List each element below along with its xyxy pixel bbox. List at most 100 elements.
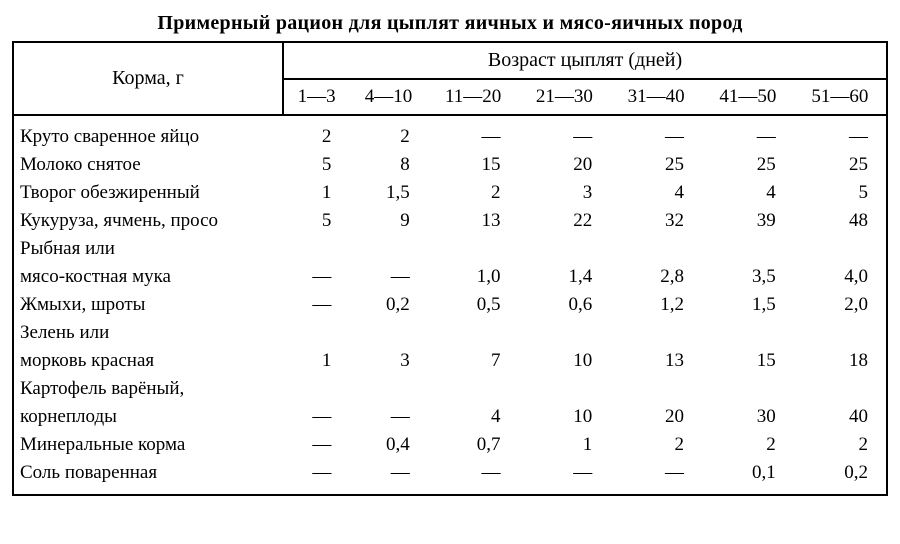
feed-value: 30 bbox=[702, 403, 794, 431]
feed-value: — bbox=[349, 459, 427, 495]
feed-value: — bbox=[610, 115, 702, 151]
table-row: Творог обезжиренный11,523445 bbox=[13, 179, 887, 207]
feed-value: 10 bbox=[518, 403, 610, 431]
feed-value: 20 bbox=[518, 151, 610, 179]
feed-value bbox=[283, 235, 349, 263]
feed-value: — bbox=[610, 459, 702, 495]
feed-value: 4 bbox=[702, 179, 794, 207]
feed-value: 2 bbox=[794, 431, 887, 459]
feed-label: Картофель варёный, bbox=[13, 375, 283, 403]
feed-label: Жмыхи, шроты bbox=[13, 291, 283, 319]
feed-label: морковь красная bbox=[13, 347, 283, 375]
feed-value bbox=[283, 375, 349, 403]
feed-value: 0,2 bbox=[794, 459, 887, 495]
feed-value: 4 bbox=[610, 179, 702, 207]
feed-value: — bbox=[283, 431, 349, 459]
feed-value: 1 bbox=[518, 431, 610, 459]
feed-value: 9 bbox=[349, 207, 427, 235]
feed-value: 4,0 bbox=[794, 263, 887, 291]
feed-label: Зелень или bbox=[13, 319, 283, 347]
feed-value: 4 bbox=[428, 403, 519, 431]
age-range-2: 11—20 bbox=[428, 79, 519, 115]
feed-value: 2 bbox=[349, 115, 427, 151]
feed-value bbox=[794, 319, 887, 347]
age-range-1: 4—10 bbox=[349, 79, 427, 115]
feed-value: 5 bbox=[794, 179, 887, 207]
feed-value bbox=[610, 319, 702, 347]
feed-value bbox=[610, 375, 702, 403]
table-row: Картофель варёный, bbox=[13, 375, 887, 403]
feed-value: 20 bbox=[610, 403, 702, 431]
table-row: морковь красная13710131518 bbox=[13, 347, 887, 375]
feed-value bbox=[794, 375, 887, 403]
feed-value bbox=[428, 235, 519, 263]
feed-value: 1,4 bbox=[518, 263, 610, 291]
table-row: Молоко снятое581520252525 bbox=[13, 151, 887, 179]
feed-label: Соль поваренная bbox=[13, 459, 283, 495]
feed-value: 2 bbox=[610, 431, 702, 459]
feed-value: 3,5 bbox=[702, 263, 794, 291]
table-row: Круто сваренное яйцо22————— bbox=[13, 115, 887, 151]
table-row: корнеплоды——410203040 bbox=[13, 403, 887, 431]
feed-value: 2,8 bbox=[610, 263, 702, 291]
header-age: Возраст цыплят (дней) bbox=[283, 42, 887, 79]
feed-value: 1,5 bbox=[702, 291, 794, 319]
table-title: Примерный рацион для цыплят яичных и мяс… bbox=[12, 12, 888, 35]
feed-value: 25 bbox=[702, 151, 794, 179]
table-row: Зелень или bbox=[13, 319, 887, 347]
feed-value: — bbox=[428, 459, 519, 495]
feed-value bbox=[518, 235, 610, 263]
feed-value bbox=[349, 375, 427, 403]
table-body: Круто сваренное яйцо22—————Молоко снятое… bbox=[13, 115, 887, 495]
feed-label: Кукуруза, ячмень, просо bbox=[13, 207, 283, 235]
feed-value: 1 bbox=[283, 347, 349, 375]
table-row: Минеральные корма—0,40,71222 bbox=[13, 431, 887, 459]
feed-value: — bbox=[283, 291, 349, 319]
feed-value bbox=[702, 235, 794, 263]
feed-value: — bbox=[428, 115, 519, 151]
table-row: Кукуруза, ячмень, просо591322323948 bbox=[13, 207, 887, 235]
feed-value: — bbox=[518, 115, 610, 151]
feed-value: 0,5 bbox=[428, 291, 519, 319]
feed-value bbox=[283, 319, 349, 347]
feed-value bbox=[702, 375, 794, 403]
feed-value: 25 bbox=[794, 151, 887, 179]
feed-value bbox=[428, 375, 519, 403]
feed-value: 1,2 bbox=[610, 291, 702, 319]
header-feed: Корма, г bbox=[13, 42, 283, 115]
feed-value bbox=[518, 375, 610, 403]
feed-value: 0,2 bbox=[349, 291, 427, 319]
feed-value: 7 bbox=[428, 347, 519, 375]
feed-value: — bbox=[794, 115, 887, 151]
feed-value: 0,6 bbox=[518, 291, 610, 319]
feed-label: Рыбная или bbox=[13, 235, 283, 263]
feed-value: 1 bbox=[283, 179, 349, 207]
feed-value: 22 bbox=[518, 207, 610, 235]
feed-value bbox=[610, 235, 702, 263]
feed-value bbox=[518, 319, 610, 347]
feed-value: — bbox=[283, 263, 349, 291]
feed-value: 5 bbox=[283, 207, 349, 235]
feed-value: — bbox=[702, 115, 794, 151]
feed-value: 3 bbox=[518, 179, 610, 207]
table-row: Рыбная или bbox=[13, 235, 887, 263]
feed-value: 48 bbox=[794, 207, 887, 235]
feed-value: — bbox=[349, 263, 427, 291]
age-range-0: 1—3 bbox=[283, 79, 349, 115]
feed-value: 2 bbox=[283, 115, 349, 151]
feed-value: 2,0 bbox=[794, 291, 887, 319]
feed-value: 1,0 bbox=[428, 263, 519, 291]
feed-value: 32 bbox=[610, 207, 702, 235]
feed-label: Минеральные корма bbox=[13, 431, 283, 459]
feed-value: 2 bbox=[428, 179, 519, 207]
feed-value: 18 bbox=[794, 347, 887, 375]
feed-value: 3 bbox=[349, 347, 427, 375]
age-range-4: 31—40 bbox=[610, 79, 702, 115]
table-header: Корма, г Возраст цыплят (дней) 1—3 4—10 … bbox=[13, 42, 887, 115]
table-row: мясо-костная мука——1,01,42,83,54,0 bbox=[13, 263, 887, 291]
age-range-3: 21—30 bbox=[518, 79, 610, 115]
table-row: Соль поваренная—————0,10,2 bbox=[13, 459, 887, 495]
feed-value: — bbox=[283, 403, 349, 431]
feed-label: Творог обезжиренный bbox=[13, 179, 283, 207]
feed-value: — bbox=[349, 403, 427, 431]
